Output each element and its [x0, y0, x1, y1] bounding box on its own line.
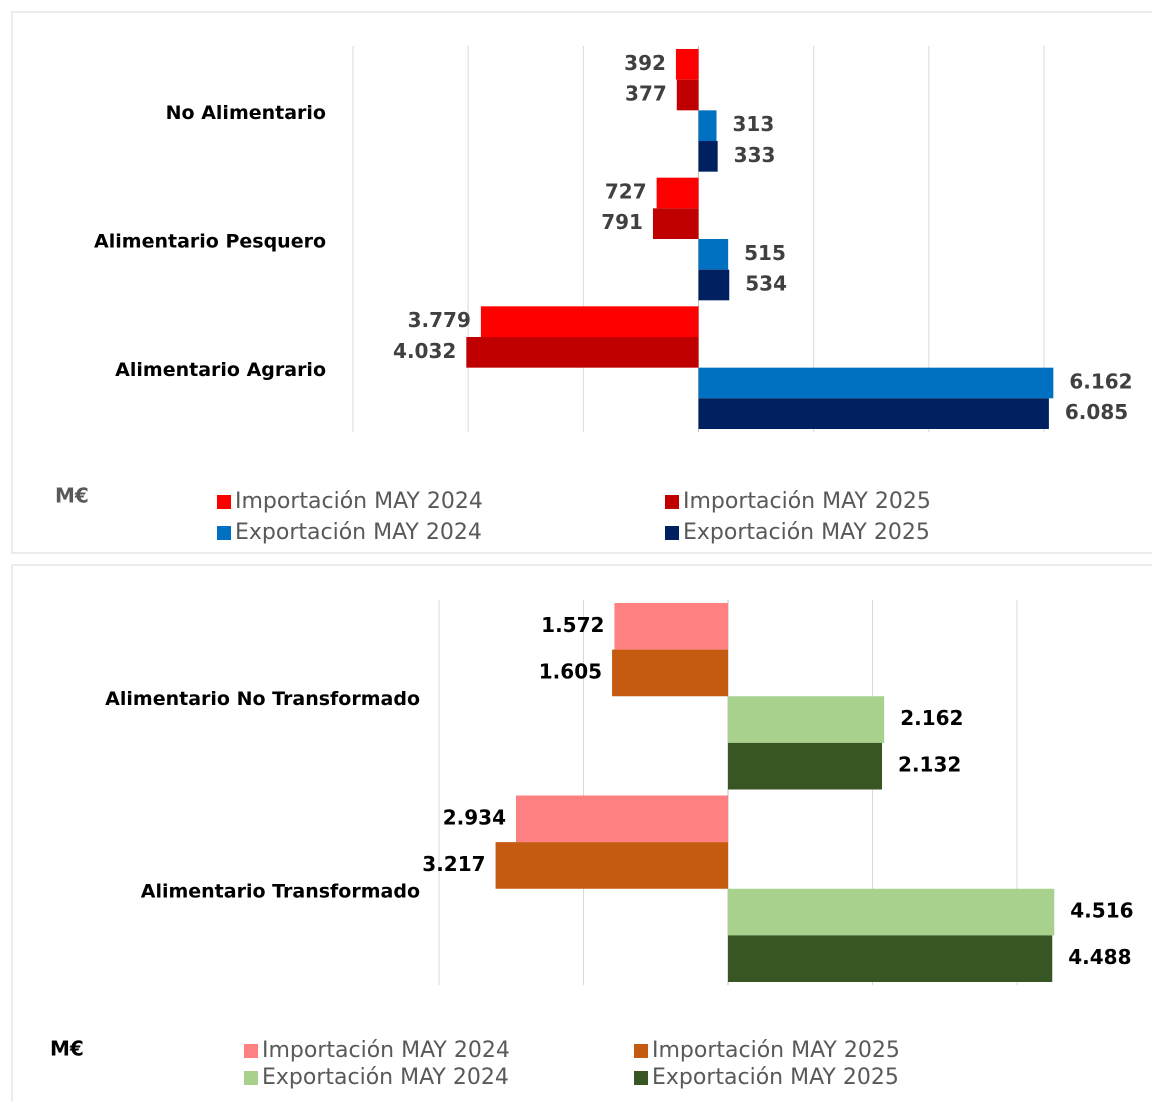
bar	[698, 398, 1049, 429]
bar	[516, 795, 728, 843]
legend-swatch	[634, 1044, 648, 1058]
bar	[698, 239, 729, 270]
bar	[614, 603, 728, 650]
unit-label: M€	[55, 484, 89, 508]
bar	[480, 306, 699, 337]
category-label: No Alimentario	[166, 102, 326, 124]
category-label: Alimentario Pesquero	[94, 231, 326, 253]
value-label: 727	[605, 180, 647, 204]
legend-swatch	[244, 1071, 258, 1085]
value-label: 6.085	[1065, 400, 1128, 424]
category-label: Alimentario Agrario	[115, 359, 326, 381]
bar	[728, 935, 1053, 982]
bar	[728, 742, 883, 790]
value-label: 2.132	[898, 753, 961, 777]
legend-swatch	[217, 495, 231, 509]
legend-label: Importación MAY 2025	[683, 489, 931, 514]
legend-label: Importación MAY 2025	[652, 1038, 900, 1063]
legend-swatch	[217, 526, 231, 540]
legend-label: Exportación MAY 2025	[652, 1065, 899, 1090]
legend-label: Exportación MAY 2024	[262, 1065, 509, 1090]
value-label: 1.605	[539, 659, 602, 683]
legend-label: Exportación MAY 2024	[235, 520, 482, 545]
bar	[466, 337, 699, 368]
value-label: 392	[624, 51, 666, 75]
legend-label: Importación MAY 2024	[262, 1038, 510, 1063]
value-label: 4.032	[393, 339, 456, 363]
bar	[728, 696, 885, 743]
bar	[698, 141, 718, 172]
value-label: 2.162	[900, 706, 963, 730]
value-label: 333	[734, 143, 776, 167]
bar	[728, 888, 1055, 936]
category-label: Alimentario No Transformado	[105, 688, 420, 710]
panel	[11, 11, 1152, 554]
legend-swatch	[634, 1071, 648, 1085]
legend-label: Exportación MAY 2025	[683, 520, 930, 545]
legend-swatch	[665, 495, 679, 509]
bar	[676, 79, 699, 111]
bar	[675, 49, 699, 80]
bar	[698, 367, 1054, 399]
bar	[656, 177, 699, 209]
bar	[698, 110, 717, 141]
bar	[495, 842, 728, 889]
unit-label: M€	[50, 1037, 84, 1061]
value-label: 534	[745, 272, 787, 296]
legend-swatch	[665, 526, 679, 540]
category-label: Alimentario Transformado	[141, 880, 420, 902]
value-label: 3.779	[408, 308, 471, 332]
value-label: 2.934	[443, 805, 506, 829]
value-label: 791	[601, 210, 643, 234]
value-label: 3.217	[422, 852, 485, 876]
value-label: 4.516	[1070, 899, 1133, 923]
value-label: 4.488	[1068, 945, 1131, 969]
bar	[612, 649, 728, 697]
legend-swatch	[244, 1044, 258, 1058]
value-label: 377	[625, 82, 667, 106]
value-label: 6.162	[1069, 370, 1132, 394]
value-label: 1.572	[541, 613, 604, 637]
bar	[652, 208, 699, 239]
legend-label: Importación MAY 2024	[235, 489, 483, 514]
bar	[698, 269, 730, 301]
value-label: 515	[744, 241, 786, 265]
value-label: 313	[733, 112, 775, 136]
panel	[11, 564, 1152, 1102]
